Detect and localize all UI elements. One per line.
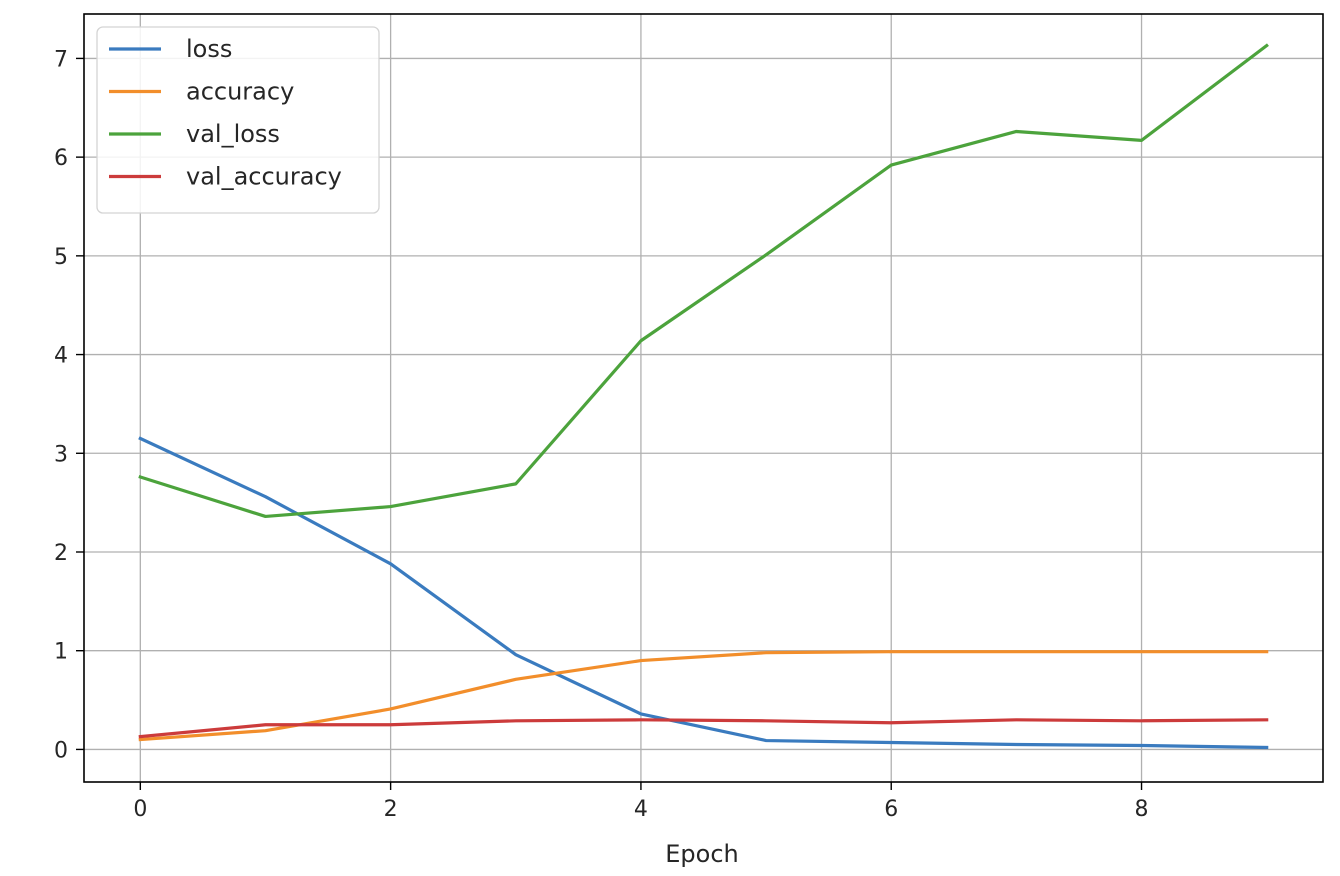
y-tick-label: 5	[54, 245, 68, 270]
series-lines	[138, 43, 1269, 750]
series-line-val-loss	[138, 43, 1269, 519]
legend-label-val-accuracy: val_accuracy	[186, 163, 342, 191]
x-tick-label: 2	[384, 797, 398, 822]
x-axis-label: Epoch	[665, 840, 739, 868]
y-tick-label: 7	[54, 47, 68, 72]
legend-label-accuracy: accuracy	[186, 78, 294, 106]
y-tick-label: 3	[54, 442, 68, 467]
y-tick-label: 0	[54, 738, 68, 763]
legend: loss accuracy val_loss val_accuracy	[96, 26, 380, 214]
x-tick-label: 8	[1135, 797, 1149, 822]
legend-label-loss: loss	[186, 35, 232, 63]
y-tick-label: 2	[54, 541, 68, 566]
y-tick-label: 6	[54, 146, 68, 171]
plot-frame	[83, 13, 1324, 783]
series-line-val-accuracy	[138, 718, 1269, 739]
series-line-accuracy	[138, 650, 1269, 742]
y-tick-label: 1	[54, 640, 68, 665]
y-tick-label: 4	[54, 344, 68, 369]
legend-box	[96, 26, 380, 214]
x-tick-label: 4	[634, 797, 648, 822]
legend-label-val-loss: val_loss	[186, 120, 280, 148]
axis-ticks: 0 2 4 6 8 0 1 2 3 4 5 6 7	[54, 47, 1149, 822]
x-tick-label: 6	[884, 797, 898, 822]
series-line-loss	[138, 436, 1269, 750]
x-tick-label: 0	[133, 797, 147, 822]
